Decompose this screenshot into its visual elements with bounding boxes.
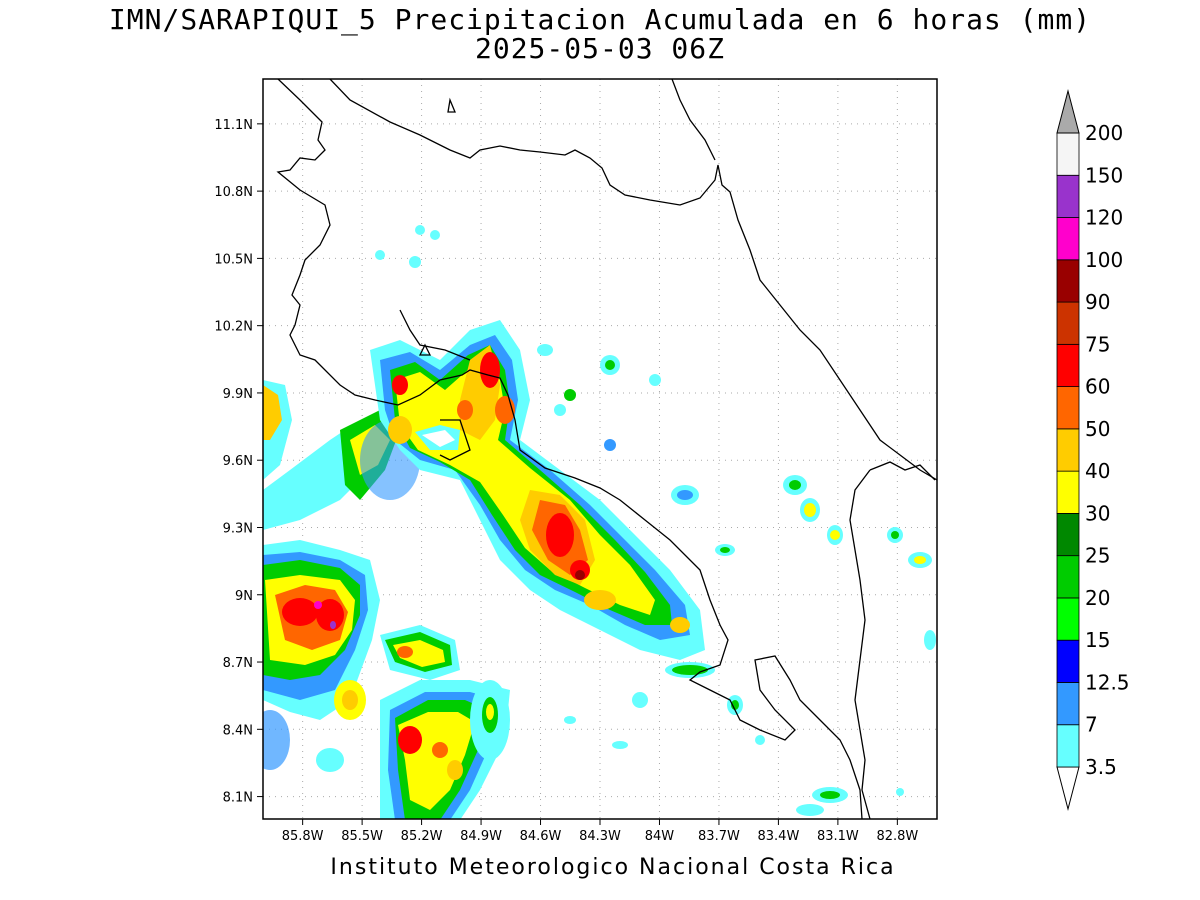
colorbar-label: 50 (1085, 417, 1110, 441)
colorbar-over-arrow (1056, 89, 1080, 134)
lat-tick-label: 10.5N (214, 252, 253, 267)
colorbar-box (1056, 217, 1080, 261)
colorbar-box (1056, 470, 1080, 514)
lon-tick-label: 85.2W (401, 829, 443, 844)
colorbar-box (1056, 597, 1080, 641)
lon-tick-label: 84.3W (579, 829, 621, 844)
lat-tick-label: 9.6N (223, 454, 253, 469)
colorbar-label: 100 (1085, 248, 1123, 272)
longitude-axis: 85.8W 85.5W 85.2W 84.9W 84.6W 84.3W 84W 83.7W 83… (282, 819, 918, 844)
lat-tick-label: 11.1N (214, 118, 253, 133)
colorbar-box (1056, 724, 1080, 768)
lon-tick-label: 82.8W (876, 829, 918, 844)
lat-tick-label: 8.7N (223, 656, 253, 671)
colorbar-box (1056, 682, 1080, 726)
rain-cluster-south (263, 625, 510, 819)
map-datetime: 2025-05-03 06Z (474, 32, 725, 65)
lat-tick-label: 10.2N (214, 320, 253, 335)
colorbar-label: 15 (1085, 628, 1110, 652)
colorbar-label: 75 (1085, 332, 1110, 356)
lat-tick-label: 10.8N (214, 185, 253, 200)
footer-credit: Instituto Meteorologico Nacional Costa R… (330, 855, 896, 880)
colorbar-label: 200 (1085, 121, 1123, 145)
map-title: IMN/SARAPIQUI_5 Precipitacion Acumulada … (108, 3, 1092, 36)
lat-tick-label: 9.3N (223, 521, 253, 536)
colorbar-label: 40 (1085, 459, 1110, 483)
latitude-axis: 11.1N 10.8N 10.5N 10.2N 9.9N 9.6N 9.3N 9N 8.7N 8.… (214, 118, 263, 806)
lon-tick-label: 85.5W (341, 829, 383, 844)
colorbar-label: 3.5 (1085, 755, 1117, 779)
colorbar-box (1056, 301, 1080, 345)
rain-cluster-central (370, 320, 705, 660)
lat-tick-label: 8.1N (223, 791, 253, 806)
colorbar-box (1056, 428, 1080, 472)
lon-tick-label: 83.7W (698, 829, 740, 844)
colorbar-legend: 3.5 7 12.5 15 20 25 30 40 50 60 75 90 100 120 150 200 (1056, 89, 1130, 811)
colorbar-label: 12.5 (1085, 670, 1130, 694)
colorbar-under-arrow (1056, 766, 1080, 811)
coastline-borders (276, 79, 937, 819)
lon-tick-label: 84.6W (520, 829, 562, 844)
lon-tick-label: 85.8W (282, 829, 324, 844)
colorbar-label: 60 (1085, 375, 1110, 399)
lat-tick-label: 9N (235, 589, 253, 604)
colorbar-label: 120 (1085, 206, 1123, 230)
rain-cluster-west (263, 540, 380, 720)
colorbar-label: 150 (1085, 163, 1123, 187)
colorbar-box (1056, 132, 1080, 176)
lon-tick-label: 84W (645, 829, 675, 844)
colorbar-box (1056, 343, 1080, 388)
precipitation-field (263, 225, 936, 819)
colorbar-box (1056, 555, 1080, 599)
colorbar-label: 25 (1085, 544, 1110, 568)
colorbar-label: 7 (1085, 713, 1098, 737)
colorbar-label: 20 (1085, 586, 1110, 610)
colorbar-box (1056, 259, 1080, 303)
colorbar-box (1056, 386, 1080, 430)
colorbar-box (1056, 639, 1080, 683)
colorbar-label: 90 (1085, 290, 1110, 314)
colorbar-label: 30 (1085, 501, 1110, 525)
lon-tick-label: 83.4W (758, 829, 800, 844)
lat-tick-label: 9.9N (223, 387, 253, 402)
colorbar-box (1056, 174, 1080, 218)
rain-cluster-east (375, 225, 936, 816)
lat-tick-label: 8.4N (223, 723, 253, 738)
lon-tick-label: 84.9W (460, 829, 502, 844)
lon-tick-label: 83.1W (817, 829, 859, 844)
colorbar-box (1056, 513, 1080, 557)
